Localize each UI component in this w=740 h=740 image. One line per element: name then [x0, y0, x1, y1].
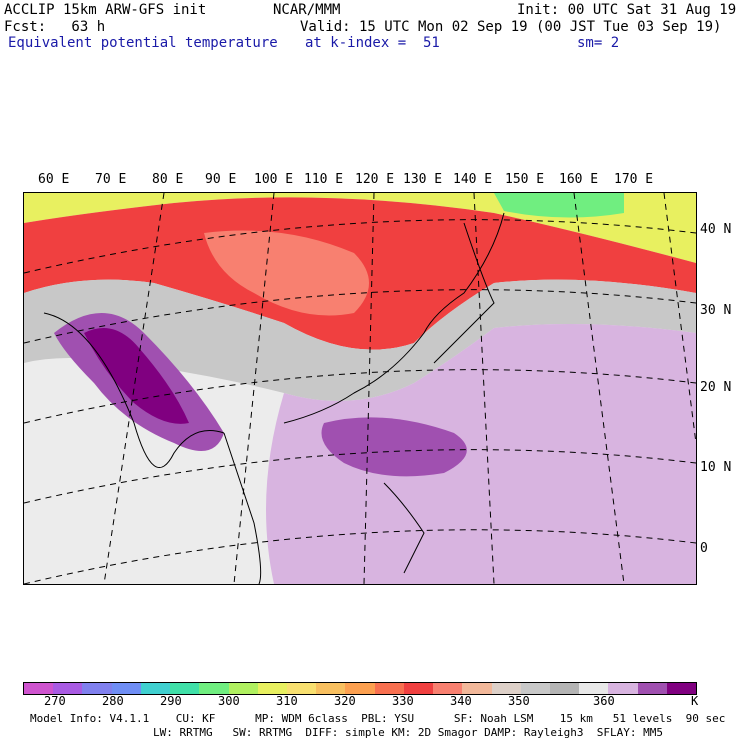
theta-e-map: [23, 192, 697, 585]
lon-label: 70 E: [95, 172, 127, 187]
run-title: ACCLIP 15km ARW-GFS init: [4, 2, 207, 18]
colorbar-swatch: [140, 683, 171, 694]
institution: NCAR/MMM: [273, 2, 341, 18]
colorbar-swatch: [111, 683, 141, 694]
tibet-salmon: [204, 230, 369, 316]
colorbar-swatch: [579, 683, 609, 694]
colorbar-tick: 310: [276, 694, 298, 708]
init-time: Init: 00 UTC Sat 31 Aug 19: [517, 2, 737, 18]
k-index: at k-index = 51: [305, 35, 440, 51]
colorbar-tick: 270: [44, 694, 66, 708]
colorbar-tick: 300: [218, 694, 240, 708]
lat-label: 40 N: [700, 222, 732, 237]
band-grey: [24, 279, 696, 401]
lat-label: 20 N: [700, 380, 732, 395]
india-core: [84, 328, 189, 424]
colorbar-swatch: [608, 683, 638, 694]
colorbar-unit: K: [691, 694, 699, 708]
colorbar-swatch: [316, 683, 346, 694]
colorbar-swatch: [491, 683, 521, 694]
coastline: [43, 312, 225, 468]
lon-label: 110 E: [304, 172, 344, 187]
colorbar-swatch: [374, 683, 404, 694]
colorbar-tick: 340: [450, 694, 472, 708]
variable-name: Equivalent potential temperature: [8, 35, 278, 51]
lat-label: 0: [700, 541, 708, 556]
lon-label: 150 E: [505, 172, 545, 187]
forecast-hour: Fcst: 63 h: [4, 19, 106, 35]
colorbar-swatch: [228, 683, 258, 694]
colorbar-tick: 360: [593, 694, 615, 708]
smoothing: sm= 2: [577, 35, 620, 51]
lon-label: 160 E: [559, 172, 599, 187]
colorbar-swatch: [549, 683, 580, 694]
pacific-lilac: [266, 324, 696, 584]
lon-label: 60 E: [38, 172, 70, 187]
colorbar-tick: 350: [508, 694, 530, 708]
colorbar-swatch: [199, 683, 229, 694]
colorbar-swatch: [403, 683, 434, 694]
graticule: [24, 193, 696, 584]
colorbar: [23, 682, 697, 695]
colorbar-swatch: [520, 683, 550, 694]
coastline: [223, 432, 262, 584]
lon-label: 80 E: [152, 172, 184, 187]
valid-time: Valid: 15 UTC Mon 02 Sep 19 (00 JST Tue …: [300, 19, 722, 35]
colorbar-swatch: [53, 683, 83, 694]
colorbar-tick: 280: [102, 694, 124, 708]
lon-label: 90 E: [205, 172, 237, 187]
colorbar-swatch: [637, 683, 667, 694]
model-info-line1: Model Info: V4.1.1 CU: KF MP: WDM 6class…: [30, 712, 726, 725]
colorbar-swatch: [24, 683, 54, 694]
lon-label: 120 E: [355, 172, 395, 187]
colorbar-tick: 320: [334, 694, 356, 708]
coastline: [433, 222, 495, 364]
pacific-purple: [321, 417, 467, 477]
colorbar-tick: 290: [160, 694, 182, 708]
lat-label: 30 N: [700, 303, 732, 318]
band-green: [494, 193, 624, 218]
lat-label: 10 N: [700, 460, 732, 475]
colorbar-swatch: [345, 683, 375, 694]
colorbar-swatch: [286, 683, 317, 694]
colorbar-swatch: [462, 683, 492, 694]
lon-label: 130 E: [403, 172, 443, 187]
model-info-line2: LW: RRTMG SW: RRTMG DIFF: simple KM: 2D …: [153, 726, 663, 739]
colorbar-swatch: [257, 683, 287, 694]
colorbar-swatch: [82, 683, 112, 694]
colorbar-swatch: [666, 683, 697, 694]
coastline: [283, 212, 505, 424]
colorbar-swatch: [433, 683, 463, 694]
lon-label: 170 E: [614, 172, 654, 187]
coastline: [383, 482, 425, 574]
lon-label: 100 E: [254, 172, 294, 187]
map-canvas: [24, 193, 696, 584]
colorbar-swatch: [170, 683, 200, 694]
colorbar-tick: 330: [392, 694, 414, 708]
lon-label: 140 E: [453, 172, 493, 187]
